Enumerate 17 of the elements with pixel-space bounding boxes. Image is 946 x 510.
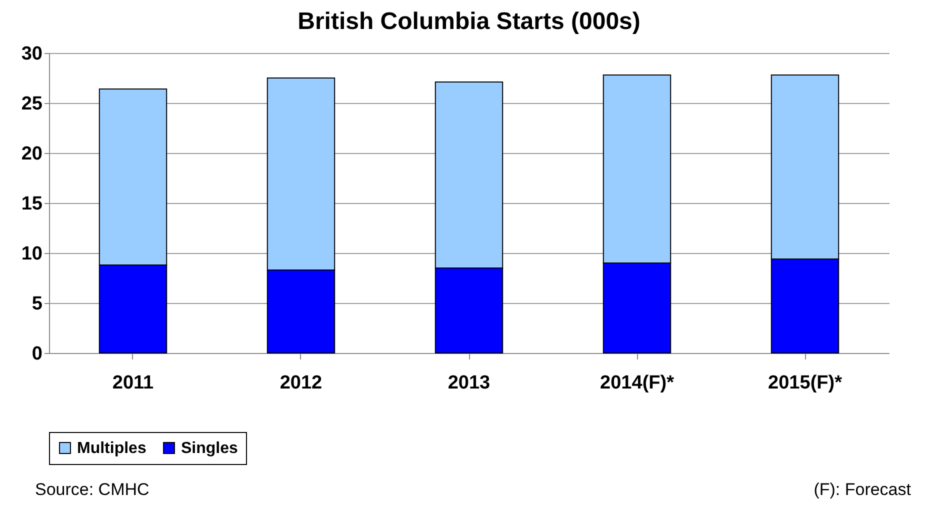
chart-title: British Columbia Starts (000s) <box>298 8 640 35</box>
x-tick-label: 2011 <box>112 372 154 394</box>
x-tick-label: 2014(F)* <box>600 372 675 394</box>
y-tick-label: 25 <box>21 94 43 114</box>
y-tick-label: 0 <box>32 344 42 364</box>
x-tick-label: 2013 <box>448 372 490 394</box>
legend-label: Multiples <box>77 440 146 457</box>
y-tick-label: 15 <box>21 194 43 214</box>
x-tick-label: 2015(F)* <box>768 372 843 394</box>
y-tick-label: 10 <box>21 244 42 264</box>
legend-label: Singles <box>181 440 238 457</box>
x-tick-label: 2012 <box>280 372 322 394</box>
source-note: Source: CMHC <box>35 480 150 500</box>
y-tick-label: 5 <box>32 294 43 314</box>
y-tick-label: 20 <box>21 144 42 164</box>
y-tick-label: 30 <box>21 44 42 64</box>
text: (F): Forecast <box>814 480 911 500</box>
